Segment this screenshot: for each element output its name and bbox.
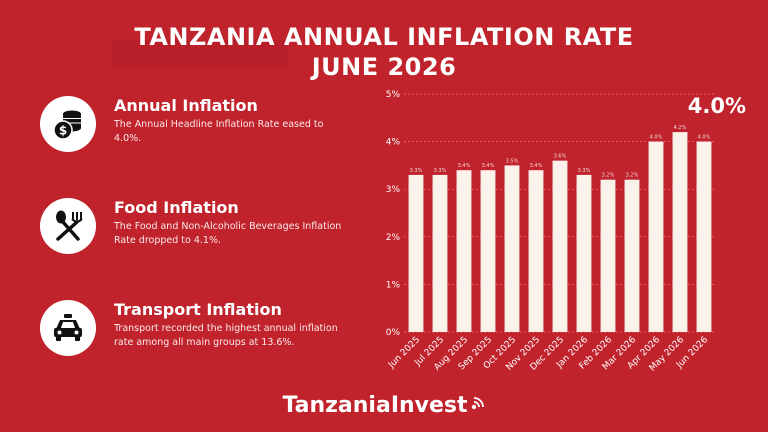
bar bbox=[528, 170, 544, 332]
title-line-2: JUNE 2026 bbox=[311, 53, 457, 81]
info-title: Food Inflation bbox=[114, 198, 239, 217]
data-label: 3.3% bbox=[434, 168, 447, 174]
data-label: 4.2% bbox=[674, 125, 687, 131]
info-title: Annual Inflation bbox=[114, 96, 258, 115]
bar bbox=[696, 141, 712, 332]
brand-name: TanzaniaInvest bbox=[282, 393, 468, 418]
info-text: The Food and Non-Alcoholic Beverages Inf… bbox=[114, 221, 342, 246]
title-line-1: TANZANIA ANNUAL INFLATION RATE bbox=[134, 23, 634, 51]
svg-text:$: $ bbox=[59, 124, 67, 138]
data-label: 3.5% bbox=[506, 158, 519, 164]
y-tick-label: 4% bbox=[386, 138, 401, 148]
bar bbox=[432, 174, 448, 332]
bar bbox=[480, 170, 496, 332]
y-tick-label: 3% bbox=[386, 185, 401, 195]
header-decoration bbox=[112, 40, 288, 68]
bar bbox=[648, 141, 664, 332]
data-label: 3.4% bbox=[458, 163, 471, 169]
brand-logo: TanzaniaInvest bbox=[0, 393, 768, 420]
data-label: 3.2% bbox=[602, 173, 615, 179]
bar bbox=[552, 160, 568, 332]
data-label: 3.4% bbox=[530, 163, 543, 169]
info-food-inflation: Food Inflation The Food and Non-Alcoholi… bbox=[40, 198, 370, 270]
info-title: Transport Inflation bbox=[114, 300, 282, 319]
info-text: The Annual Headline Inflation Rate eased… bbox=[114, 119, 324, 144]
bar bbox=[408, 174, 424, 332]
coins-icon: $ bbox=[40, 96, 96, 152]
signal-icon bbox=[470, 393, 486, 420]
bar bbox=[456, 170, 472, 332]
y-tick-label: 0% bbox=[386, 328, 401, 338]
info-text: Transport recorded the highest annual in… bbox=[114, 323, 338, 348]
data-label: 3.2% bbox=[626, 173, 639, 179]
page-title: TANZANIA ANNUAL INFLATION RATE JUNE 2026 bbox=[0, 22, 768, 82]
data-label: 3.3% bbox=[410, 168, 423, 174]
bar bbox=[600, 179, 616, 332]
utensils-icon bbox=[40, 198, 96, 254]
info-transport-inflation: Transport Inflation Transport recorded t… bbox=[40, 300, 370, 372]
data-label: 3.6% bbox=[554, 154, 567, 160]
bar bbox=[576, 174, 592, 332]
y-tick-label: 5% bbox=[386, 90, 401, 100]
data-label: 4.0% bbox=[698, 135, 711, 141]
highlight-value: 4.0% bbox=[687, 94, 746, 118]
bar bbox=[672, 132, 688, 332]
data-label: 3.3% bbox=[578, 168, 591, 174]
car-icon bbox=[40, 300, 96, 356]
info-annual-inflation: $ Annual Inflation The Annual Headline I… bbox=[40, 96, 370, 168]
bar bbox=[504, 165, 520, 332]
bar bbox=[624, 179, 640, 332]
data-label: 4.0% bbox=[650, 135, 663, 141]
y-tick-label: 1% bbox=[386, 280, 401, 290]
y-tick-label: 2% bbox=[386, 233, 401, 243]
data-label: 3.4% bbox=[482, 163, 495, 169]
